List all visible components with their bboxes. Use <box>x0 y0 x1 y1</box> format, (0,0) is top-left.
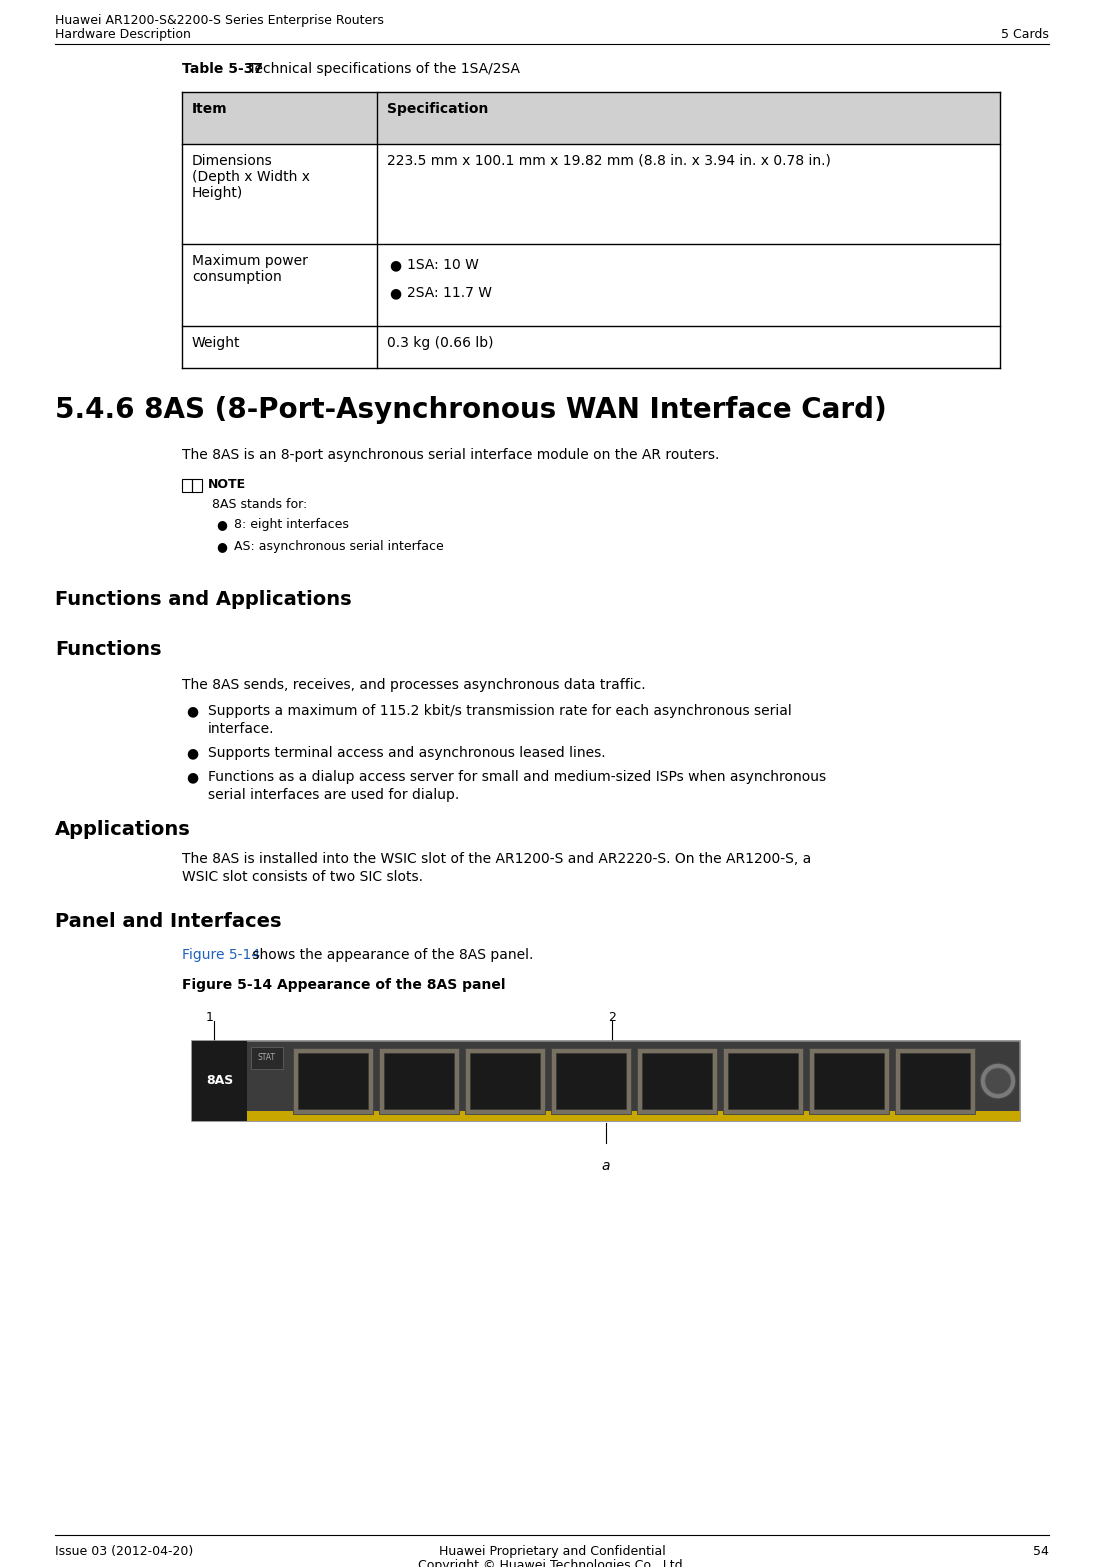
Text: Supports terminal access and asynchronous leased lines.: Supports terminal access and asynchronou… <box>208 746 606 760</box>
Text: Technical specifications of the 1SA/2SA: Technical specifications of the 1SA/2SA <box>244 63 520 77</box>
Text: 0.3 kg (0.66 lb): 0.3 kg (0.66 lb) <box>388 335 493 349</box>
Text: interface.: interface. <box>208 722 275 736</box>
Text: Applications: Applications <box>55 820 191 838</box>
Bar <box>728 1053 798 1109</box>
Text: 5 Cards: 5 Cards <box>1001 28 1049 41</box>
Text: shows the appearance of the 8AS panel.: shows the appearance of the 8AS panel. <box>248 948 533 962</box>
Text: Maximum power
consumption: Maximum power consumption <box>192 254 308 284</box>
Bar <box>379 1048 459 1114</box>
Bar <box>298 1053 368 1109</box>
Bar <box>809 1048 889 1114</box>
Text: ●: ● <box>185 704 198 718</box>
Text: Functions: Functions <box>55 639 161 660</box>
Text: ●: ● <box>389 259 401 273</box>
Text: ●: ● <box>216 519 227 531</box>
Text: Functions and Applications: Functions and Applications <box>55 591 352 610</box>
Bar <box>551 1048 631 1114</box>
Bar <box>182 480 192 492</box>
Text: 8AS stands for:: 8AS stands for: <box>212 498 307 511</box>
Text: NOTE: NOTE <box>208 478 246 490</box>
Bar <box>192 1111 1020 1120</box>
Text: Hardware Description: Hardware Description <box>55 28 191 41</box>
Bar <box>251 1047 283 1069</box>
Text: ●: ● <box>185 769 198 784</box>
Text: Weight: Weight <box>192 335 241 349</box>
Text: 223.5 mm x 100.1 mm x 19.82 mm (8.8 in. x 3.94 in. x 0.78 in.): 223.5 mm x 100.1 mm x 19.82 mm (8.8 in. … <box>388 154 831 168</box>
Text: Copyright © Huawei Technologies Co., Ltd.: Copyright © Huawei Technologies Co., Ltd… <box>417 1559 687 1567</box>
Bar <box>465 1048 545 1114</box>
Text: 2: 2 <box>608 1011 616 1023</box>
Text: ●: ● <box>185 746 198 760</box>
Text: 5.4.6 8AS (8-Port-Asynchronous WAN Interface Card): 5.4.6 8AS (8-Port-Asynchronous WAN Inter… <box>55 396 887 425</box>
Bar <box>293 1048 373 1114</box>
Text: Panel and Interfaces: Panel and Interfaces <box>55 912 282 931</box>
Bar <box>723 1048 803 1114</box>
Bar <box>814 1053 884 1109</box>
Text: 1SA: 10 W: 1SA: 10 W <box>407 259 479 273</box>
Text: The 8AS is an 8-port asynchronous serial interface module on the AR routers.: The 8AS is an 8-port asynchronous serial… <box>182 448 720 462</box>
Text: Figure 5-14: Figure 5-14 <box>182 948 261 962</box>
Text: Figure 5-14 Appearance of the 8AS panel: Figure 5-14 Appearance of the 8AS panel <box>182 978 506 992</box>
Bar <box>900 1053 970 1109</box>
Bar <box>192 1040 247 1120</box>
Text: ●: ● <box>389 287 401 299</box>
Text: AS: asynchronous serial interface: AS: asynchronous serial interface <box>234 541 444 553</box>
Text: Item: Item <box>192 102 227 116</box>
Text: 54: 54 <box>1033 1545 1049 1558</box>
Text: Huawei Proprietary and Confidential: Huawei Proprietary and Confidential <box>438 1545 666 1558</box>
Bar <box>637 1048 716 1114</box>
Text: Dimensions
(Depth x Width x
Height): Dimensions (Depth x Width x Height) <box>192 154 310 201</box>
Circle shape <box>985 1069 1011 1094</box>
Circle shape <box>980 1062 1016 1098</box>
Bar <box>895 1048 975 1114</box>
Text: 8: eight interfaces: 8: eight interfaces <box>234 519 349 531</box>
Text: Table 5-37: Table 5-37 <box>182 63 263 77</box>
Text: a: a <box>602 1160 611 1174</box>
Bar <box>192 480 202 492</box>
Text: 1: 1 <box>206 1011 214 1023</box>
Text: serial interfaces are used for dialup.: serial interfaces are used for dialup. <box>208 788 459 802</box>
Text: 8AS: 8AS <box>205 1075 233 1087</box>
Text: The 8AS sends, receives, and processes asynchronous data traffic.: The 8AS sends, receives, and processes a… <box>182 679 646 693</box>
Text: The 8AS is installed into the WSIC slot of the AR1200-S and AR2220-S. On the AR1: The 8AS is installed into the WSIC slot … <box>182 852 811 867</box>
Text: Supports a maximum of 115.2 kbit/s transmission rate for each asynchronous seria: Supports a maximum of 115.2 kbit/s trans… <box>208 704 792 718</box>
Bar <box>182 92 1000 144</box>
Bar <box>384 1053 454 1109</box>
Text: ●: ● <box>216 541 227 553</box>
Text: Specification: Specification <box>388 102 488 116</box>
Text: 2SA: 11.7 W: 2SA: 11.7 W <box>407 287 492 299</box>
Bar <box>643 1053 712 1109</box>
Bar <box>470 1053 540 1109</box>
Text: Issue 03 (2012-04-20): Issue 03 (2012-04-20) <box>55 1545 193 1558</box>
Text: Functions as a dialup access server for small and medium-sized ISPs when asynchr: Functions as a dialup access server for … <box>208 769 826 784</box>
Text: STAT: STAT <box>258 1053 276 1062</box>
Text: WSIC slot consists of two SIC slots.: WSIC slot consists of two SIC slots. <box>182 870 423 884</box>
Bar <box>192 1040 1020 1120</box>
Text: Huawei AR1200-S&2200-S Series Enterprise Routers: Huawei AR1200-S&2200-S Series Enterprise… <box>55 14 384 27</box>
Bar <box>556 1053 626 1109</box>
